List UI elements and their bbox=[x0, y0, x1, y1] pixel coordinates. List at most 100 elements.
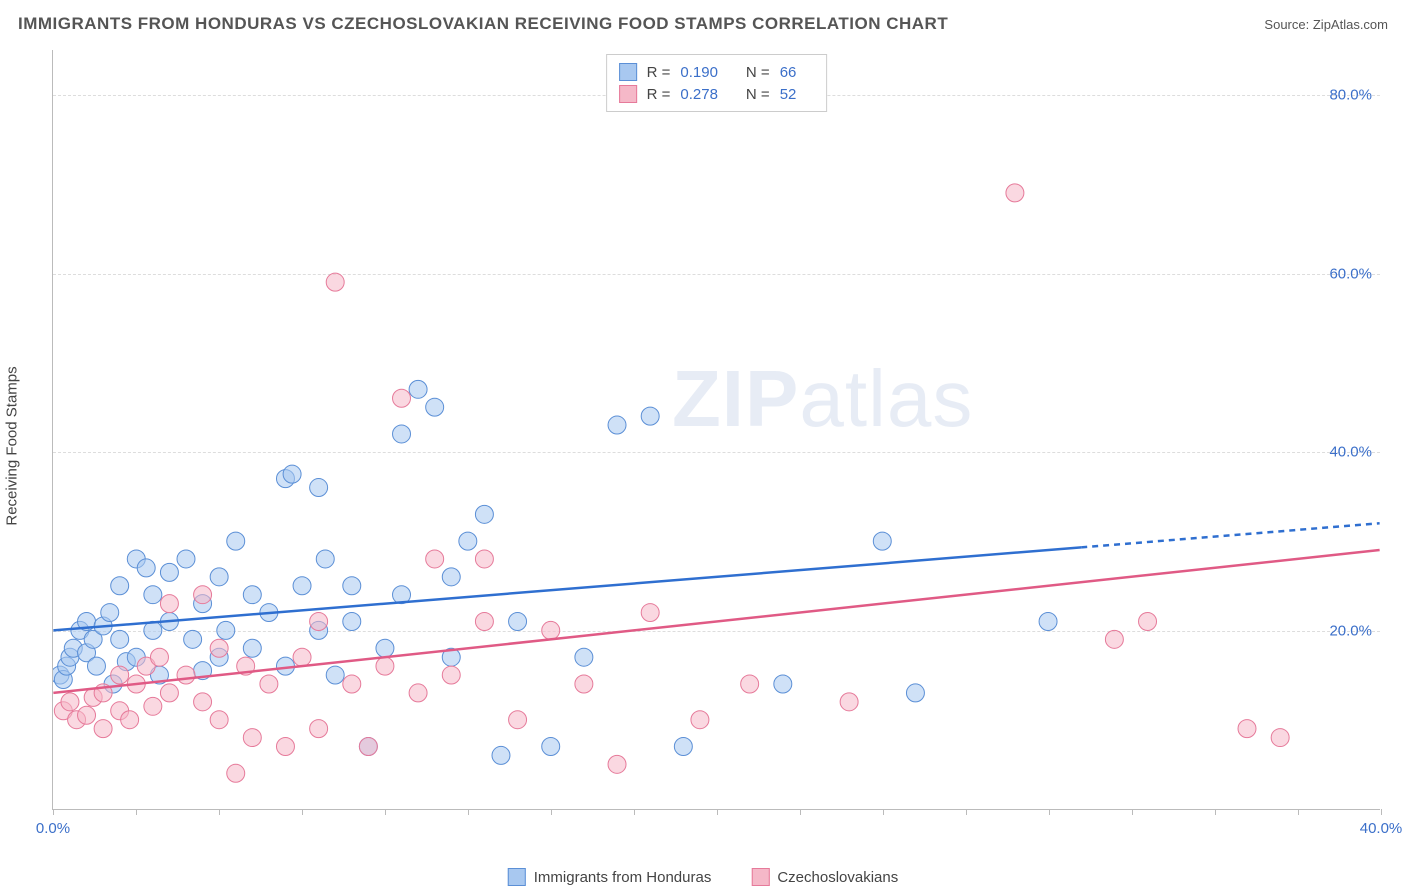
swatch-series-2 bbox=[751, 868, 769, 886]
source-attribution: Source: ZipAtlas.com bbox=[1264, 17, 1388, 32]
data-point bbox=[492, 746, 510, 764]
series-name: Immigrants from Honduras bbox=[534, 869, 712, 886]
x-tick-label: 40.0% bbox=[1360, 820, 1403, 837]
data-point bbox=[177, 550, 195, 568]
data-point bbox=[442, 666, 460, 684]
data-point bbox=[575, 648, 593, 666]
data-point bbox=[343, 612, 361, 630]
data-point bbox=[283, 465, 301, 483]
data-point bbox=[243, 729, 261, 747]
x-tick-mark bbox=[136, 809, 137, 815]
data-point bbox=[1139, 612, 1157, 630]
data-point bbox=[641, 407, 659, 425]
data-point bbox=[194, 693, 212, 711]
data-point bbox=[575, 675, 593, 693]
data-point bbox=[608, 416, 626, 434]
data-point bbox=[101, 604, 119, 622]
data-point bbox=[409, 380, 427, 398]
series-name: Czechoslovakians bbox=[777, 869, 898, 886]
n-value: 66 bbox=[780, 64, 797, 81]
data-point bbox=[343, 577, 361, 595]
data-point bbox=[475, 550, 493, 568]
data-point bbox=[111, 630, 129, 648]
data-point bbox=[194, 586, 212, 604]
data-point bbox=[61, 693, 79, 711]
n-value: 52 bbox=[780, 86, 797, 103]
data-point bbox=[94, 720, 112, 738]
data-point bbox=[293, 648, 311, 666]
x-tick-mark bbox=[53, 809, 54, 815]
data-point bbox=[310, 612, 328, 630]
y-axis-label: Receiving Food Stamps bbox=[4, 366, 21, 525]
data-point bbox=[542, 621, 560, 639]
x-tick-mark bbox=[1298, 809, 1299, 815]
legend-item-series-1: Immigrants from Honduras bbox=[508, 868, 712, 886]
x-tick-mark bbox=[302, 809, 303, 815]
swatch-series-2 bbox=[619, 85, 637, 103]
data-point bbox=[160, 684, 178, 702]
data-point bbox=[509, 711, 527, 729]
data-point bbox=[150, 648, 168, 666]
data-point bbox=[310, 479, 328, 497]
data-point bbox=[475, 612, 493, 630]
data-point bbox=[426, 550, 444, 568]
data-point bbox=[741, 675, 759, 693]
data-point bbox=[542, 738, 560, 756]
data-point bbox=[873, 532, 891, 550]
data-point bbox=[210, 568, 228, 586]
data-point bbox=[111, 666, 129, 684]
legend-item-series-2: Czechoslovakians bbox=[751, 868, 898, 886]
x-tick-mark bbox=[800, 809, 801, 815]
data-point bbox=[608, 755, 626, 773]
data-point bbox=[184, 630, 202, 648]
data-point bbox=[78, 706, 96, 724]
data-point bbox=[475, 505, 493, 523]
data-point bbox=[509, 612, 527, 630]
data-point bbox=[343, 675, 361, 693]
data-point bbox=[459, 532, 477, 550]
scatter-plot: ZIPatlas R = 0.190 N = 66 R = 0.278 N = … bbox=[52, 50, 1380, 810]
data-point bbox=[243, 639, 261, 657]
x-tick-mark bbox=[468, 809, 469, 815]
swatch-series-1 bbox=[619, 63, 637, 81]
data-point bbox=[691, 711, 709, 729]
source-label: Source: bbox=[1264, 17, 1309, 32]
data-point bbox=[1238, 720, 1256, 738]
data-point bbox=[376, 657, 394, 675]
chart-title: IMMIGRANTS FROM HONDURAS VS CZECHOSLOVAK… bbox=[18, 14, 948, 34]
x-tick-mark bbox=[385, 809, 386, 815]
data-point bbox=[326, 666, 344, 684]
x-tick-mark bbox=[1215, 809, 1216, 815]
n-label: N = bbox=[746, 64, 770, 81]
x-tick-mark bbox=[883, 809, 884, 815]
data-point bbox=[774, 675, 792, 693]
x-tick-mark bbox=[966, 809, 967, 815]
data-point bbox=[210, 711, 228, 729]
data-point bbox=[276, 738, 294, 756]
n-label: N = bbox=[746, 86, 770, 103]
trend-line-extrapolated bbox=[1081, 523, 1379, 547]
trend-line bbox=[53, 550, 1379, 693]
data-point bbox=[1006, 184, 1024, 202]
data-point bbox=[310, 720, 328, 738]
data-point bbox=[409, 684, 427, 702]
x-tick-mark bbox=[1049, 809, 1050, 815]
data-point bbox=[121, 711, 139, 729]
data-point bbox=[376, 639, 394, 657]
data-point bbox=[393, 425, 411, 443]
data-point bbox=[160, 563, 178, 581]
legend-row-series-1: R = 0.190 N = 66 bbox=[619, 61, 815, 83]
x-tick-mark bbox=[1381, 809, 1382, 815]
data-point bbox=[293, 577, 311, 595]
data-point bbox=[227, 764, 245, 782]
data-point bbox=[217, 621, 235, 639]
data-point bbox=[641, 604, 659, 622]
plot-svg bbox=[53, 50, 1380, 809]
r-label: R = bbox=[647, 86, 671, 103]
r-label: R = bbox=[647, 64, 671, 81]
source-name: ZipAtlas.com bbox=[1313, 17, 1388, 32]
x-tick-mark bbox=[219, 809, 220, 815]
data-point bbox=[359, 738, 377, 756]
data-point bbox=[144, 586, 162, 604]
x-tick-mark bbox=[551, 809, 552, 815]
